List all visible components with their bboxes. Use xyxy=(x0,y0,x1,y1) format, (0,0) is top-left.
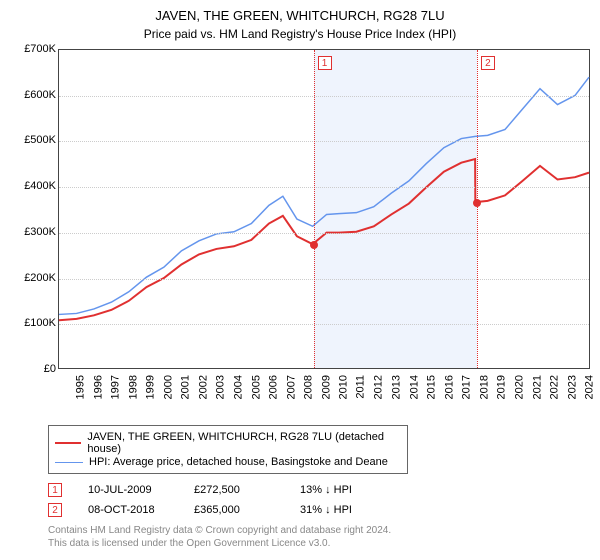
sale-delta: 31% ↓ HPI xyxy=(300,504,380,516)
x-tick-label: 1998 xyxy=(127,375,139,399)
x-axis: 1995 1996 1997 1998 1999 2000 2001 2002 2003 2004… xyxy=(58,371,590,419)
x-tick-label: 2017 xyxy=(461,375,473,399)
sale-delta: 13% ↓ HPI xyxy=(300,484,380,496)
sales-table: 1 10-JUL-2009 £272,500 13% ↓ HPI 2 08-OCT-201… xyxy=(48,480,590,520)
plot-area: 12 xyxy=(58,49,590,369)
y-tick-label: £600K xyxy=(10,89,56,101)
down-arrow-icon: ↓ xyxy=(325,504,331,516)
x-tick-label: 2007 xyxy=(285,375,297,399)
sale-price: £272,500 xyxy=(194,484,274,496)
legend-row: HPI: Average price, detached house, Basi… xyxy=(55,456,401,468)
x-tick-label: 2008 xyxy=(303,375,315,399)
down-arrow-icon: ↓ xyxy=(325,484,331,496)
y-tick-label: £0 xyxy=(10,363,56,375)
x-tick-label: 1995 xyxy=(74,375,86,399)
chart-title: JAVEN, THE GREEN, WHITCHURCH, RG28 7LU xyxy=(10,8,590,23)
y-tick-label: £500K xyxy=(10,134,56,146)
chart-lines xyxy=(59,50,589,368)
sale-marker-box: 2 xyxy=(48,503,62,517)
x-tick-label: 1996 xyxy=(92,375,104,399)
x-tick-label: 2009 xyxy=(320,375,332,399)
x-tick-label: 2024 xyxy=(584,375,596,399)
legend-swatch xyxy=(55,442,81,444)
series-line xyxy=(59,159,589,320)
gridline xyxy=(59,233,589,234)
y-tick-label: £100K xyxy=(10,317,56,329)
x-tick-label: 2005 xyxy=(250,375,262,399)
sale-point xyxy=(310,241,318,249)
x-tick-label: 2013 xyxy=(391,375,403,399)
x-tick-label: 1999 xyxy=(145,375,157,399)
x-tick-label: 2022 xyxy=(549,375,561,399)
x-tick-label: 2002 xyxy=(197,375,209,399)
y-tick-label: £400K xyxy=(10,180,56,192)
x-tick-label: 2001 xyxy=(180,375,192,399)
sale-price: £365,000 xyxy=(194,504,274,516)
sale-date: 10-JUL-2009 xyxy=(88,484,168,496)
x-tick-label: 2010 xyxy=(338,375,350,399)
gridline xyxy=(59,279,589,280)
legend-swatch xyxy=(55,462,83,463)
x-tick-label: 2003 xyxy=(215,375,227,399)
sale-row: 2 08-OCT-2018 £365,000 31% ↓ HPI xyxy=(48,500,590,520)
legend: JAVEN, THE GREEN, WHITCHURCH, RG28 7LU (… xyxy=(48,425,408,474)
event-marker-box: 1 xyxy=(318,56,332,70)
x-tick-label: 2020 xyxy=(513,375,525,399)
x-tick-label: 2023 xyxy=(566,375,578,399)
x-tick-label: 2006 xyxy=(268,375,280,399)
x-tick-label: 2016 xyxy=(443,375,455,399)
x-tick-label: 2012 xyxy=(373,375,385,399)
y-tick-label: £200K xyxy=(10,272,56,284)
x-tick-label: 2015 xyxy=(426,375,438,399)
legend-label: JAVEN, THE GREEN, WHITCHURCH, RG28 7LU (… xyxy=(87,431,401,455)
x-tick-label: 2018 xyxy=(478,375,490,399)
x-tick-label: 1997 xyxy=(110,375,122,399)
footer-line-1: Contains HM Land Registry data © Crown c… xyxy=(48,524,590,537)
sale-row: 1 10-JUL-2009 £272,500 13% ↓ HPI xyxy=(48,480,590,500)
sale-point xyxy=(473,199,481,207)
x-tick-label: 2011 xyxy=(355,375,367,399)
gridline xyxy=(59,141,589,142)
footer-line-2: This data is licensed under the Open Gov… xyxy=(48,537,590,550)
event-vline xyxy=(477,50,478,368)
y-axis: £0£100K£200K£300K£400K£500K£600K£700K xyxy=(10,49,56,369)
event-marker-box: 2 xyxy=(481,56,495,70)
event-vline xyxy=(314,50,315,368)
x-tick-label: 2000 xyxy=(162,375,174,399)
x-tick-label: 2021 xyxy=(531,375,543,399)
x-tick-label: 2019 xyxy=(496,375,508,399)
y-tick-label: £700K xyxy=(10,43,56,55)
sale-marker-box: 1 xyxy=(48,483,62,497)
sale-date: 08-OCT-2018 xyxy=(88,504,168,516)
gridline xyxy=(59,96,589,97)
gridline xyxy=(59,324,589,325)
x-tick-label: 2004 xyxy=(233,375,245,399)
gridline xyxy=(59,187,589,188)
legend-label: HPI: Average price, detached house, Basi… xyxy=(89,456,388,468)
x-tick-label: 2014 xyxy=(408,375,420,399)
chart-subtitle: Price paid vs. HM Land Registry's House … xyxy=(10,27,590,41)
footer-attribution: Contains HM Land Registry data © Crown c… xyxy=(48,524,590,550)
chart: £0£100K£200K£300K£400K£500K£600K£700K 12… xyxy=(10,49,590,419)
y-tick-label: £300K xyxy=(10,226,56,238)
legend-row: JAVEN, THE GREEN, WHITCHURCH, RG28 7LU (… xyxy=(55,431,401,455)
